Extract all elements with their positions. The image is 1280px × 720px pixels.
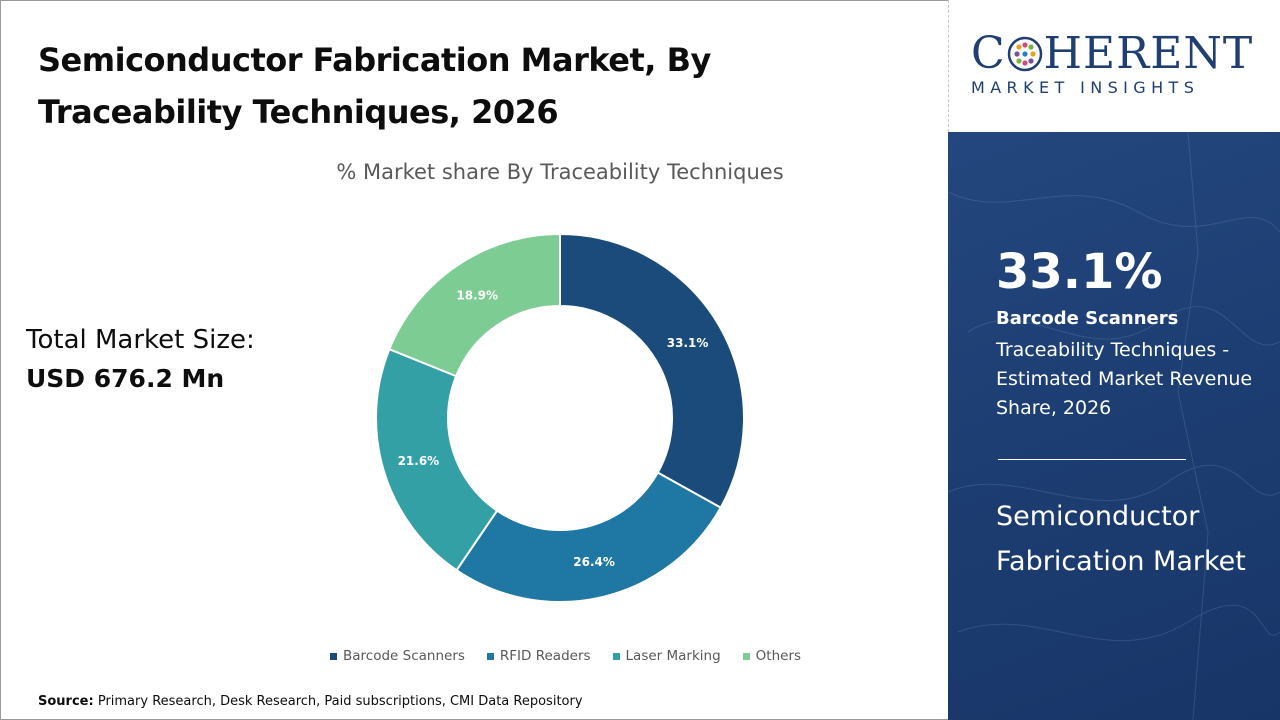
source-note: Source: Primary Research, Desk Research,… xyxy=(38,694,583,709)
logo-tagline: MARKET INSIGHTS xyxy=(971,78,1200,97)
highlight-description: Traceability Techniques - Estimated Mark… xyxy=(996,339,1253,419)
slice-label: 21.6% xyxy=(398,454,440,468)
source-label: Source: xyxy=(38,694,94,709)
legend-item-others: Others xyxy=(742,648,802,664)
legend-item-barcode-scanners: Barcode Scanners xyxy=(330,648,465,664)
donut-chart: 33.1% 26.4% 21.6% 18.9% xyxy=(375,232,745,603)
divider xyxy=(998,459,1186,460)
legend-label: Laser Marking xyxy=(625,648,721,664)
company-logo: C HERENT xyxy=(971,28,1253,79)
donut-slice-barcode-scanners xyxy=(559,232,745,510)
page-title: Semiconductor Fabrication Market, By Tra… xyxy=(38,41,711,131)
donut-slice-rfid-readers xyxy=(455,471,723,603)
total-market-value: USD 676.2 Mn xyxy=(26,364,225,393)
highlight-panel: 33.1% Barcode Scanners Traceability Tech… xyxy=(948,132,1280,720)
source-text: Primary Research, Desk Research, Paid su… xyxy=(97,694,583,709)
legend-swatch xyxy=(330,652,337,660)
legend-label: Barcode Scanners xyxy=(343,648,465,664)
legend-item-laser-marking: Laser Marking xyxy=(612,648,721,664)
legend-swatch xyxy=(742,652,750,660)
chart-legend: Barcode Scanners RFID Readers Laser Mark… xyxy=(330,648,810,664)
legend-label: Others xyxy=(755,648,802,664)
legend-swatch xyxy=(612,652,620,660)
legend-item-rfid-readers: RFID Readers xyxy=(486,648,591,664)
slice-label: 18.9% xyxy=(456,288,498,302)
legend-swatch xyxy=(486,652,494,660)
highlight-percent: 33.1% xyxy=(996,244,1163,300)
slice-label: 26.4% xyxy=(573,555,615,569)
donut-slice-others xyxy=(388,232,561,378)
logo-text-start: C xyxy=(971,28,1006,79)
donut-slice-laser-marking xyxy=(375,347,499,572)
total-market-label: Total Market Size: xyxy=(26,325,255,355)
logo-globe-icon xyxy=(1007,36,1042,71)
logo-text-end: HERENT xyxy=(1043,28,1254,79)
highlight-segment: Barcode Scanners xyxy=(996,308,1179,329)
chart-title: % Market share By Traceability Technique… xyxy=(336,160,784,184)
logo-area: C HERENT MARKET INSIGHTS xyxy=(948,0,1280,132)
map-texture-graphic xyxy=(948,132,1280,720)
slice-label: 33.1% xyxy=(667,336,709,350)
highlight-market-name: Semiconductor Fabrication Market xyxy=(996,501,1246,577)
legend-label: RFID Readers xyxy=(499,648,591,664)
